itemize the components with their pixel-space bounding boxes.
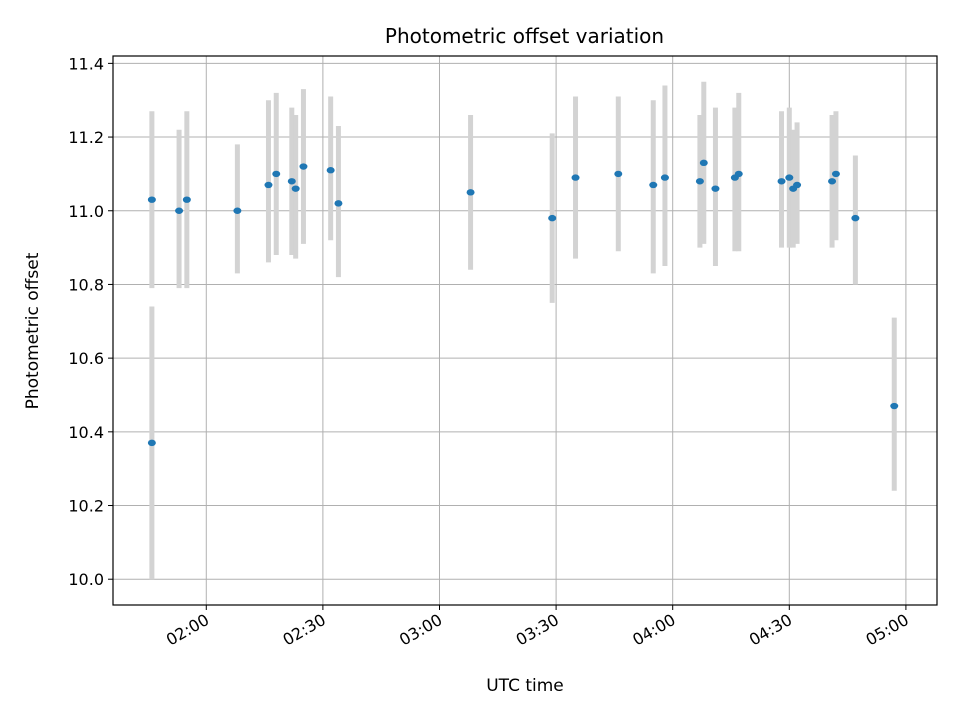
x-tick-label: 03:30 [513,610,562,650]
data-points [147,159,899,447]
y-tick-label: 10.2 [68,497,104,516]
y-tick-label: 10.8 [68,275,104,294]
x-axis-ticks: 02:00 02:30 03:00 03:30 04:00 04:30 05:00 [163,605,912,650]
data-point [466,189,475,196]
error-bars [149,81,897,580]
x-tick-label: 04:00 [629,610,678,650]
data-point [699,159,708,167]
y-axis-label: Photometric offset [23,252,43,409]
plot-frame [112,55,938,606]
x-tick-label: 04:30 [746,610,795,650]
x-tick-label: 02:30 [279,610,328,650]
data-point [548,214,557,222]
data-point [785,174,794,181]
grid [113,56,937,605]
data-point [272,170,281,178]
y-tick-label: 10.0 [68,570,104,589]
y-tick-label: 11.0 [68,202,104,221]
data-point [828,178,837,185]
data-point [571,174,580,181]
y-tick-label: 11.2 [68,128,104,147]
y-tick-label: 10.4 [68,423,104,442]
data-point [851,214,860,222]
x-tick-label: 02:00 [163,610,212,650]
data-point [182,196,191,203]
chart-title: Photometric offset variation [385,24,664,48]
data-point [287,178,296,185]
y-tick-label: 10.6 [68,349,104,368]
data-point [734,170,743,178]
data-point [233,207,242,214]
data-point [777,178,786,185]
x-tick-label: 03:00 [396,610,445,650]
x-tick-label: 05:00 [862,610,911,650]
data-point [831,170,840,178]
data-point [614,170,623,178]
x-axis-label: UTC time [486,676,564,696]
data-point [326,167,335,174]
y-tick-label: 11.4 [68,54,104,73]
data-point [334,200,343,207]
data-point [175,207,184,214]
data-point [147,439,156,447]
data-point [890,402,899,410]
data-point [264,181,273,189]
data-point [793,181,802,189]
data-point [660,174,669,181]
data-point [649,181,658,189]
data-point [711,185,720,192]
data-point [299,163,308,170]
y-axis-ticks: 10.0 10.2 10.4 10.6 10.8 11.0 11.2 11.4 [68,54,113,589]
data-point [695,178,704,185]
data-point [147,196,156,203]
data-point [291,185,300,192]
